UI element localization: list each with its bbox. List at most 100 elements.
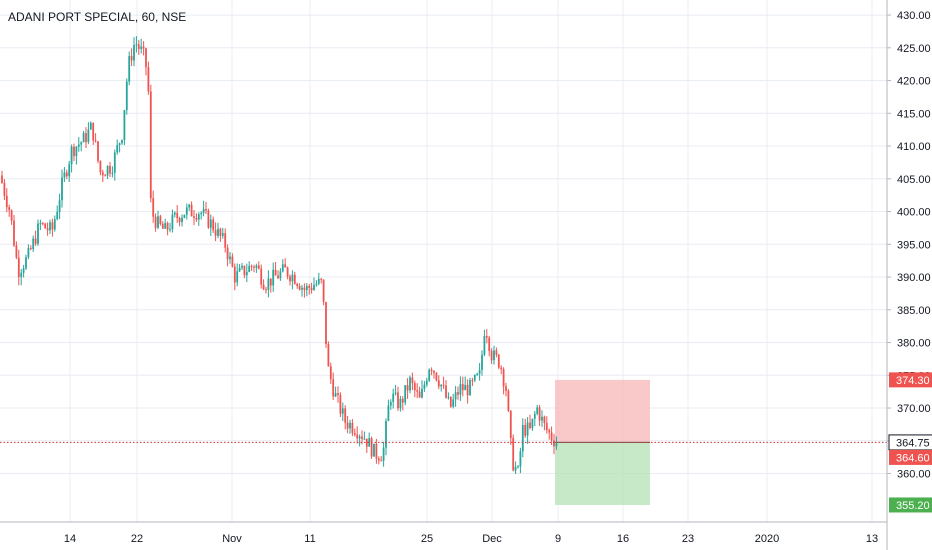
candle-body xyxy=(152,198,155,217)
candle-body xyxy=(272,269,275,286)
candle-body xyxy=(339,394,342,414)
candle-body xyxy=(77,144,80,147)
candle-body xyxy=(116,144,119,153)
candle-body xyxy=(265,289,267,291)
candle-body xyxy=(425,380,428,385)
candle-body xyxy=(435,372,438,381)
y-tick-label: 415.00 xyxy=(897,108,931,120)
candle-body xyxy=(505,386,507,391)
x-tick-label: 13 xyxy=(866,533,878,545)
candle-body xyxy=(195,217,198,220)
candle-body xyxy=(461,384,464,391)
candle-body xyxy=(89,122,92,130)
candle-body xyxy=(392,393,395,403)
candle-body xyxy=(27,248,30,258)
candle-body xyxy=(118,143,121,145)
candle-body xyxy=(466,384,469,396)
candle-body xyxy=(320,278,323,280)
price-label-text: 364.75 xyxy=(896,437,930,449)
candle-body xyxy=(267,278,270,290)
candle-body xyxy=(361,436,363,439)
candle-body xyxy=(394,392,397,394)
candle-body xyxy=(106,165,109,176)
candle-body xyxy=(262,284,265,290)
candle-body xyxy=(519,451,522,467)
price-label-box xyxy=(889,497,932,513)
candle-body xyxy=(185,207,188,215)
candle-body xyxy=(32,238,35,249)
y-tick-label: 430.00 xyxy=(897,10,931,22)
candle-body xyxy=(250,265,253,267)
candle-body xyxy=(346,422,349,429)
candle-body xyxy=(229,256,231,260)
candle-body xyxy=(413,383,416,391)
candle-body xyxy=(39,223,42,225)
candle-body xyxy=(521,425,524,452)
candle-body xyxy=(363,438,366,440)
candle-body xyxy=(29,248,32,250)
candle-body xyxy=(154,216,157,228)
candle-body xyxy=(387,405,390,421)
candle-body xyxy=(80,142,83,145)
candle-body xyxy=(111,172,114,174)
x-tick-label: 9 xyxy=(555,533,561,545)
candle-body xyxy=(303,287,306,291)
candle-body xyxy=(142,46,145,49)
candle-body xyxy=(380,460,383,462)
candle-body xyxy=(476,373,479,375)
candle-body xyxy=(274,269,277,276)
candle-body xyxy=(488,337,491,352)
candle-body xyxy=(553,440,555,447)
candle-body xyxy=(241,265,243,268)
candle-body xyxy=(20,272,23,278)
candle-body xyxy=(188,204,191,208)
candle-body xyxy=(313,284,315,290)
candle-body xyxy=(375,443,378,459)
y-tick-label: 420.00 xyxy=(897,76,931,88)
candle-body xyxy=(121,140,123,144)
candle-body xyxy=(255,265,258,268)
x-tick-label: 25 xyxy=(421,533,433,545)
y-tick-label: 385.00 xyxy=(897,305,931,317)
candle-body xyxy=(113,152,116,173)
candle-body xyxy=(49,222,51,231)
candle-body xyxy=(327,344,330,367)
candle-body xyxy=(428,369,431,381)
candle-body xyxy=(545,422,548,431)
candle-body xyxy=(159,216,162,224)
candle-body xyxy=(209,219,212,228)
stop-loss-zone[interactable] xyxy=(555,379,650,443)
x-tick-label: 11 xyxy=(304,533,315,545)
candle-body xyxy=(68,164,71,177)
x-tick-label: 2020 xyxy=(755,533,779,545)
candle-body xyxy=(514,466,517,471)
candle-body xyxy=(332,379,335,397)
candle-body xyxy=(517,466,519,468)
candle-body xyxy=(490,351,493,361)
candle-body xyxy=(207,210,210,228)
candle-body xyxy=(97,141,99,161)
take-profit-zone[interactable] xyxy=(555,442,650,505)
candle-body xyxy=(541,416,543,421)
candle-body xyxy=(418,391,421,398)
candle-body xyxy=(92,122,95,141)
chart-title: ADANI PORT SPECIAL, 60, NSE xyxy=(8,10,187,24)
candle-body xyxy=(325,301,327,345)
candle-body xyxy=(337,393,339,395)
y-tick-label: 380.00 xyxy=(897,338,931,350)
candle-body xyxy=(430,369,433,371)
candle-body xyxy=(377,458,380,461)
candle-body xyxy=(205,208,207,211)
candle-body xyxy=(224,233,227,248)
y-tick-label: 360.00 xyxy=(897,469,931,481)
candle-body xyxy=(368,438,371,447)
x-tick-label: Dec xyxy=(482,533,502,545)
candle-body xyxy=(344,408,347,423)
candle-body xyxy=(457,392,459,395)
candle-body xyxy=(157,216,159,228)
candle-body xyxy=(135,44,138,46)
candle-body xyxy=(173,212,176,215)
price-label-box xyxy=(889,372,932,388)
candle-body xyxy=(25,257,27,269)
